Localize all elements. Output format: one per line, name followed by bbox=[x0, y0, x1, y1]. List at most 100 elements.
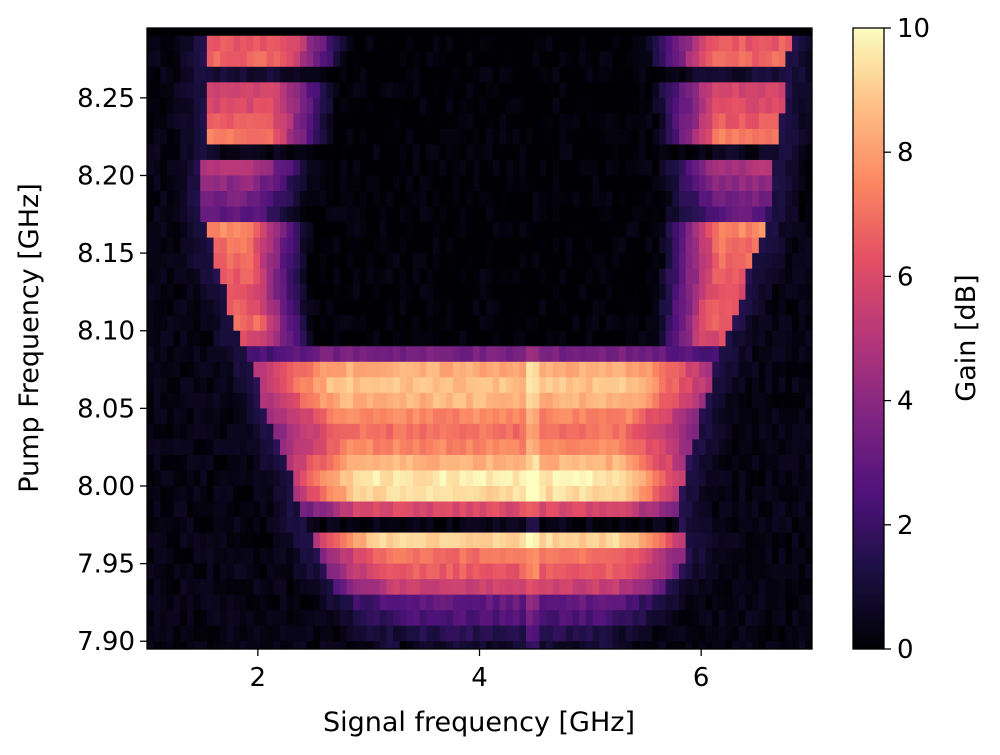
heatmap-cell bbox=[200, 268, 208, 285]
heatmap-cell bbox=[220, 268, 228, 285]
heatmap-cell bbox=[526, 97, 534, 114]
heatmap-cell bbox=[645, 377, 653, 394]
heatmap-cell bbox=[346, 128, 354, 146]
heatmap-cell bbox=[293, 299, 301, 316]
heatmap-cell bbox=[173, 113, 181, 130]
heatmap-cell bbox=[486, 439, 494, 456]
heatmap-cell bbox=[526, 253, 534, 270]
heatmap-cell bbox=[220, 175, 228, 192]
heatmap-cell bbox=[512, 315, 520, 332]
heatmap-cell bbox=[592, 361, 600, 378]
heatmap-cell bbox=[166, 517, 175, 534]
heatmap-cell bbox=[506, 315, 514, 332]
heatmap-cell bbox=[665, 284, 673, 301]
heatmap-cell bbox=[253, 159, 261, 177]
heatmap-cell bbox=[512, 501, 520, 518]
heatmap-cell bbox=[792, 423, 800, 441]
heatmap-cell bbox=[299, 97, 308, 114]
heatmap-cell bbox=[299, 144, 308, 161]
heatmap-cell bbox=[738, 82, 747, 99]
heatmap-cell bbox=[432, 439, 441, 456]
heatmap-cell bbox=[339, 517, 348, 534]
heatmap-cell bbox=[552, 423, 560, 441]
heatmap-cell bbox=[785, 377, 793, 394]
heatmap-cell bbox=[306, 35, 314, 52]
heatmap-cell bbox=[698, 237, 707, 254]
heatmap-cell bbox=[299, 594, 308, 611]
heatmap-cell bbox=[240, 501, 248, 518]
heatmap-cell bbox=[585, 330, 594, 347]
heatmap-cell bbox=[186, 423, 195, 441]
heatmap-cell bbox=[280, 579, 288, 596]
heatmap-cell bbox=[778, 315, 786, 332]
heatmap-cell bbox=[745, 144, 753, 161]
heatmap-cell bbox=[326, 439, 334, 456]
heatmap-cell bbox=[200, 35, 208, 52]
heatmap-cell bbox=[432, 625, 441, 642]
heatmap-cell bbox=[180, 454, 188, 472]
heatmap-cell bbox=[698, 206, 707, 223]
heatmap-cell bbox=[718, 454, 727, 472]
heatmap-cell bbox=[439, 470, 447, 487]
heatmap-cell bbox=[373, 237, 381, 254]
heatmap-cell bbox=[732, 439, 740, 456]
heatmap-cell bbox=[399, 66, 407, 83]
heatmap-cell bbox=[499, 144, 507, 161]
heatmap-cell bbox=[639, 485, 647, 503]
heatmap-cell bbox=[426, 641, 434, 649]
heatmap-cell bbox=[386, 66, 394, 83]
heatmap-cell bbox=[579, 206, 587, 223]
heatmap-cell bbox=[725, 299, 733, 316]
heatmap-cell bbox=[672, 284, 680, 301]
heatmap-cell bbox=[579, 144, 587, 161]
heatmap-cell bbox=[539, 175, 547, 192]
heatmap-cell bbox=[772, 625, 780, 642]
heatmap-cell bbox=[605, 439, 614, 456]
heatmap-cell bbox=[512, 237, 520, 254]
heatmap-cell bbox=[153, 625, 161, 642]
heatmap-cell bbox=[519, 563, 527, 580]
heatmap-cell bbox=[492, 470, 501, 487]
heatmap-cell bbox=[413, 128, 421, 146]
heatmap-cell bbox=[280, 377, 288, 394]
heatmap-cell bbox=[792, 284, 800, 301]
heatmap-cell bbox=[200, 346, 208, 363]
heatmap-cell bbox=[452, 579, 461, 596]
heatmap-cell bbox=[406, 113, 414, 130]
heatmap-cell bbox=[147, 237, 155, 254]
heatmap-cell bbox=[632, 548, 640, 565]
heatmap-cell bbox=[339, 35, 348, 52]
heatmap-cell bbox=[625, 485, 634, 503]
heatmap-cell bbox=[539, 532, 547, 549]
heatmap-cell bbox=[459, 113, 467, 130]
heatmap-cell bbox=[366, 579, 374, 596]
heatmap-cell bbox=[413, 532, 421, 549]
heatmap-cell bbox=[233, 237, 241, 254]
heatmap-cell bbox=[313, 315, 321, 332]
heatmap-cell bbox=[306, 128, 314, 146]
heatmap-cell bbox=[200, 361, 208, 378]
heatmap-cell bbox=[772, 579, 780, 596]
heatmap-cell bbox=[186, 191, 195, 208]
heatmap-cell bbox=[439, 128, 447, 146]
heatmap-cell bbox=[293, 392, 301, 409]
heatmap-cell bbox=[319, 517, 328, 534]
heatmap-cell bbox=[712, 625, 720, 642]
heatmap-cell bbox=[639, 175, 647, 192]
heatmap-cell bbox=[319, 485, 328, 503]
heatmap-cell bbox=[546, 284, 554, 301]
heatmap-cell bbox=[625, 408, 634, 425]
heatmap-cell bbox=[758, 128, 767, 146]
heatmap-cell bbox=[765, 454, 773, 472]
heatmap-cell bbox=[565, 97, 574, 114]
heatmap-cell bbox=[413, 51, 421, 68]
heatmap-cell bbox=[439, 392, 447, 409]
heatmap-cell bbox=[752, 144, 760, 161]
heatmap-cell bbox=[166, 563, 175, 580]
heatmap-cell bbox=[679, 175, 687, 192]
heatmap-cell bbox=[745, 128, 753, 146]
heatmap-cell bbox=[452, 439, 461, 456]
heatmap-cell bbox=[565, 35, 574, 52]
heatmap-cell bbox=[639, 191, 647, 208]
heatmap-cell bbox=[652, 392, 660, 409]
